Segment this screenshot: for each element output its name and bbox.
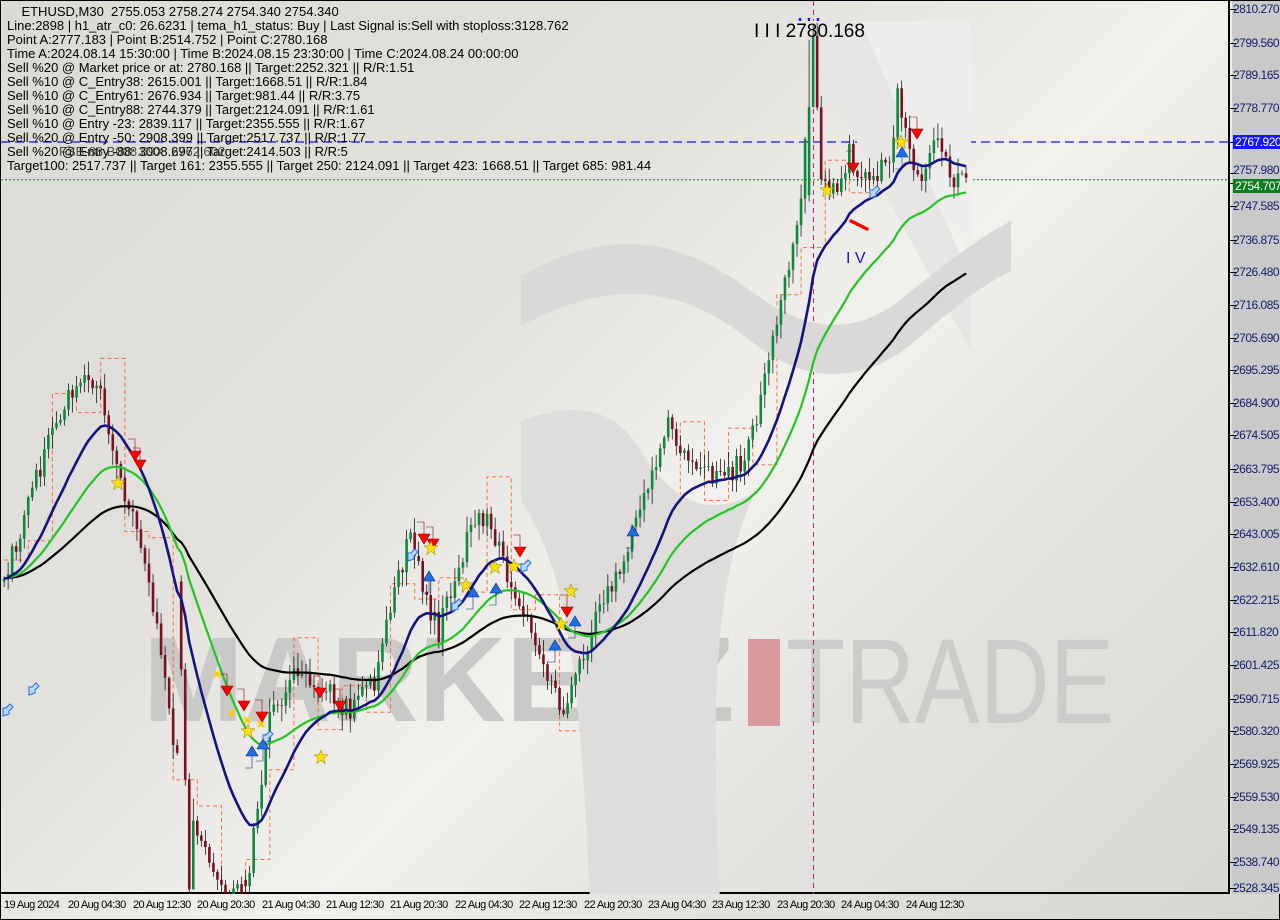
svg-text:I V: I V — [846, 250, 866, 267]
